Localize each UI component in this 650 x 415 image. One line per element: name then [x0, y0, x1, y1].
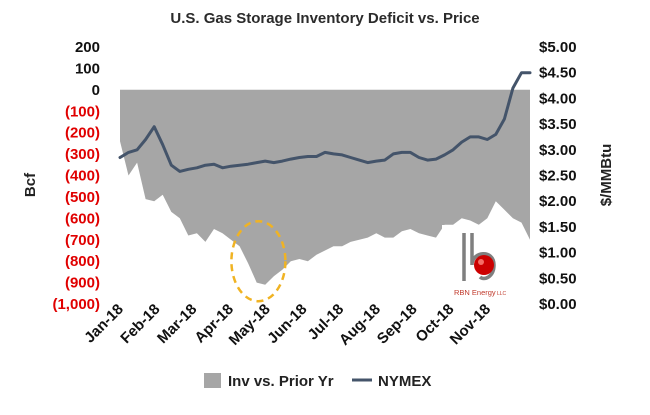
left-tick-label: 0: [92, 82, 100, 99]
x-tick-label: Mar-18: [154, 301, 200, 347]
right-tick-label: $0.50: [539, 270, 577, 287]
legend-label-nymex: NYMEX: [378, 373, 431, 390]
right-tick-label: $1.50: [539, 219, 577, 236]
left-tick-label: (300): [65, 146, 100, 163]
legend-label-inv: Inv vs. Prior Yr: [228, 373, 334, 390]
logo-llc-text: LLC: [497, 291, 507, 297]
x-tick-label: Aug-18: [336, 301, 384, 349]
right-tick-label: $0.00: [539, 296, 577, 313]
logo-company-text: RBN Energy: [454, 288, 496, 297]
x-tick-label: Nov-18: [447, 301, 494, 348]
rbn-logo: RBN Energy LLC: [442, 225, 514, 297]
right-tick-label: $5.00: [539, 39, 577, 56]
nymex-price-line: [118, 71, 532, 173]
right-tick-label: $2.50: [539, 168, 577, 185]
right-tick-label: $1.00: [539, 245, 577, 262]
left-tick-label: (100): [65, 103, 100, 120]
x-tick-label: Sep-18: [374, 301, 421, 348]
annotation-layer: [230, 219, 287, 303]
left-tick-label: (400): [65, 168, 100, 185]
left-tick-label: (200): [65, 125, 100, 142]
plot-area: [118, 71, 532, 285]
right-tick-label: $4.50: [539, 65, 577, 82]
x-axis-ticks: Jan-18Feb-18Mar-18Apr-18May-18Jun-18Jul-…: [81, 301, 494, 349]
logo-red-circle-icon: [474, 255, 494, 275]
inventory-deficit-area: [120, 89, 530, 285]
right-tick-label: $4.00: [539, 90, 577, 107]
right-axis-label: $/MMBtu: [598, 144, 615, 207]
left-tick-label: (700): [65, 232, 100, 249]
legend: Inv vs. Prior Yr NYMEX: [204, 373, 431, 390]
left-tick-label: 200: [75, 39, 100, 56]
left-tick-label: (800): [65, 253, 100, 270]
x-tick-label: Feb-18: [117, 301, 163, 347]
logo-highlight-icon: [478, 259, 484, 265]
left-tick-label: 100: [75, 60, 100, 77]
x-tick-label: May-18: [226, 301, 274, 349]
right-axis-ticks: $5.00 $4.50 $4.00 $3.50 $3.00 $2.50 $2.00 $1.50…: [539, 39, 577, 313]
left-tick-label: (500): [65, 189, 100, 206]
legend-swatch-inv: [204, 373, 221, 388]
right-tick-label: $3.00: [539, 142, 577, 159]
right-tick-label: $3.50: [539, 116, 577, 133]
highlight-ellipse: [230, 219, 287, 303]
left-tick-label: (1,000): [52, 296, 100, 313]
chart-title: U.S. Gas Storage Inventory Deficit vs. P…: [170, 10, 479, 27]
left-tick-label: (900): [65, 275, 100, 292]
x-tick-label: Jun-18: [264, 301, 310, 347]
left-tick-label: (600): [65, 210, 100, 227]
left-axis-label: Bcf: [22, 172, 39, 197]
left-axis-ticks: 200 100 0 (100) (200) (300) (400) (500) (600) (70…: [52, 39, 100, 313]
right-tick-label: $2.00: [539, 193, 577, 210]
